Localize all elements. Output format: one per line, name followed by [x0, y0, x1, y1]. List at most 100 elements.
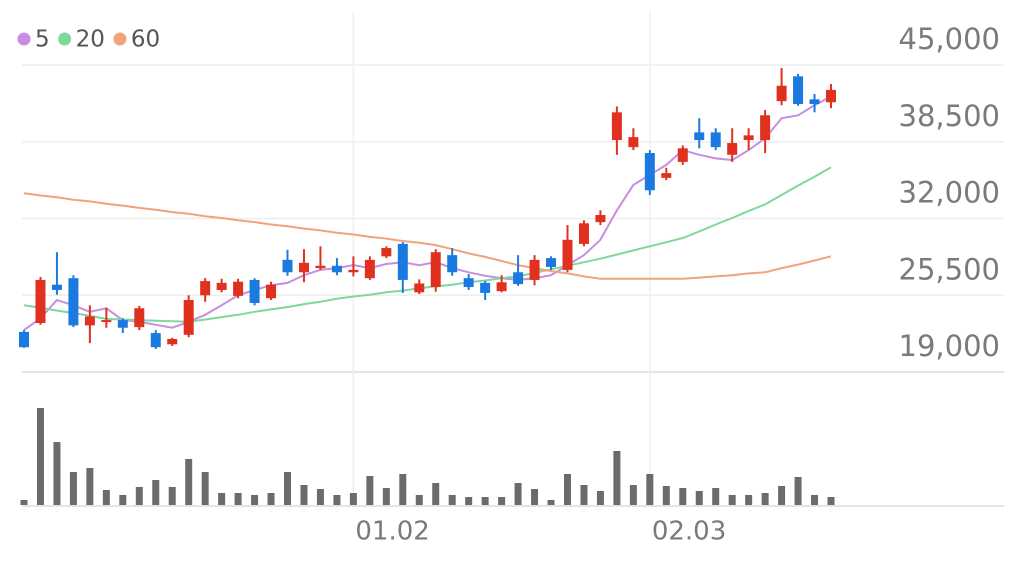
- candle-body: [628, 137, 639, 148]
- volume-bar: [168, 487, 176, 505]
- volume-bar: [135, 487, 143, 505]
- volume-bar: [349, 493, 357, 505]
- candle-body: [760, 115, 771, 141]
- volume-bar: [728, 495, 736, 505]
- candle-body: [315, 265, 326, 269]
- volume-bar: [201, 472, 209, 505]
- volume-bar: [712, 488, 720, 505]
- volume-bar: [531, 489, 539, 505]
- candle-body: [793, 76, 804, 105]
- candle-body: [51, 284, 62, 290]
- candle-body: [644, 153, 655, 191]
- candle-body: [727, 143, 738, 155]
- candle-body: [233, 281, 244, 296]
- candle-body: [776, 85, 787, 102]
- candle-body: [661, 173, 672, 178]
- volume-bar: [152, 480, 160, 505]
- ma-line: [23, 192, 832, 280]
- ma-line: [23, 95, 832, 331]
- legend-label: 60: [131, 27, 160, 53]
- volume-bar: [86, 468, 94, 505]
- candle-body: [694, 132, 705, 141]
- volume-bar: [36, 408, 44, 505]
- x-tick-label: 02.03: [652, 517, 726, 547]
- volume-bar: [251, 495, 259, 505]
- x-tick-label: 01.02: [355, 517, 429, 547]
- candle-body: [134, 308, 145, 328]
- candle-body: [546, 258, 557, 267]
- legend-label: 20: [76, 27, 105, 53]
- candle-body: [35, 279, 46, 324]
- candle-body: [414, 283, 425, 293]
- volume-bar: [662, 486, 670, 505]
- volume-bar: [613, 451, 621, 505]
- legend-dot: [58, 32, 72, 46]
- candle-body: [447, 255, 458, 273]
- legend-dot: [113, 32, 127, 46]
- candle-body: [331, 265, 342, 273]
- volume-bar: [20, 500, 28, 505]
- legend-dot: [17, 32, 31, 46]
- candle-body: [167, 338, 178, 345]
- candle-body: [348, 269, 359, 273]
- volume-bar: [102, 490, 110, 505]
- volume-bar: [267, 493, 275, 505]
- volume-bar: [448, 495, 456, 505]
- volume-bar: [498, 497, 506, 505]
- volume-bar: [300, 485, 308, 505]
- candle-body: [496, 282, 507, 292]
- volume-bar: [646, 474, 654, 505]
- volume-bar: [778, 486, 786, 505]
- y-tick-label: 45,000: [899, 22, 1000, 56]
- candle-body: [200, 281, 211, 296]
- volume-bar: [316, 489, 324, 505]
- volume-bar: [234, 493, 242, 505]
- candle-body: [430, 252, 441, 288]
- volume-bar: [366, 476, 374, 505]
- candle-body: [578, 223, 589, 244]
- volume-bar: [415, 495, 423, 505]
- candle-body: [19, 331, 29, 348]
- volume-bar: [563, 474, 571, 505]
- volume-bar: [547, 500, 555, 505]
- legend-label: 5: [35, 27, 50, 53]
- volume-bar: [481, 497, 489, 505]
- volume-bar: [580, 485, 588, 505]
- volume-bar: [596, 491, 604, 505]
- candle-body: [611, 112, 622, 141]
- volume-bar: [399, 474, 407, 505]
- candle-body: [743, 135, 754, 141]
- volume-bar: [69, 472, 77, 505]
- candle-body: [249, 279, 260, 303]
- candle-body: [183, 300, 194, 335]
- candle-body: [397, 243, 408, 280]
- volume-bar: [119, 495, 127, 505]
- volume-bar: [465, 497, 473, 505]
- candle-body: [150, 333, 161, 348]
- volume-bar: [761, 493, 769, 505]
- candle-body: [266, 284, 277, 299]
- volume-bar: [284, 472, 292, 505]
- y-tick-label: 38,500: [899, 99, 1000, 133]
- candle-body: [809, 99, 820, 105]
- candle-body: [117, 320, 128, 328]
- candle-body: [68, 278, 79, 326]
- candle-body: [364, 259, 375, 279]
- candle-body: [298, 262, 309, 273]
- candle-body: [216, 282, 227, 290]
- candle-body: [826, 89, 836, 103]
- volume-bar: [185, 459, 193, 505]
- volume-bar: [794, 477, 802, 505]
- volume-bar: [218, 493, 226, 505]
- volume-bar: [811, 495, 819, 505]
- volume-bar: [53, 442, 61, 505]
- y-tick-label: 19,000: [899, 329, 1000, 363]
- candle-body: [677, 148, 688, 162]
- volume-bar: [827, 497, 835, 505]
- candle-body: [595, 215, 606, 223]
- y-tick-label: 25,500: [899, 252, 1000, 286]
- volume-bar: [514, 483, 522, 505]
- candle-body: [282, 259, 293, 273]
- volume-bar: [333, 495, 341, 505]
